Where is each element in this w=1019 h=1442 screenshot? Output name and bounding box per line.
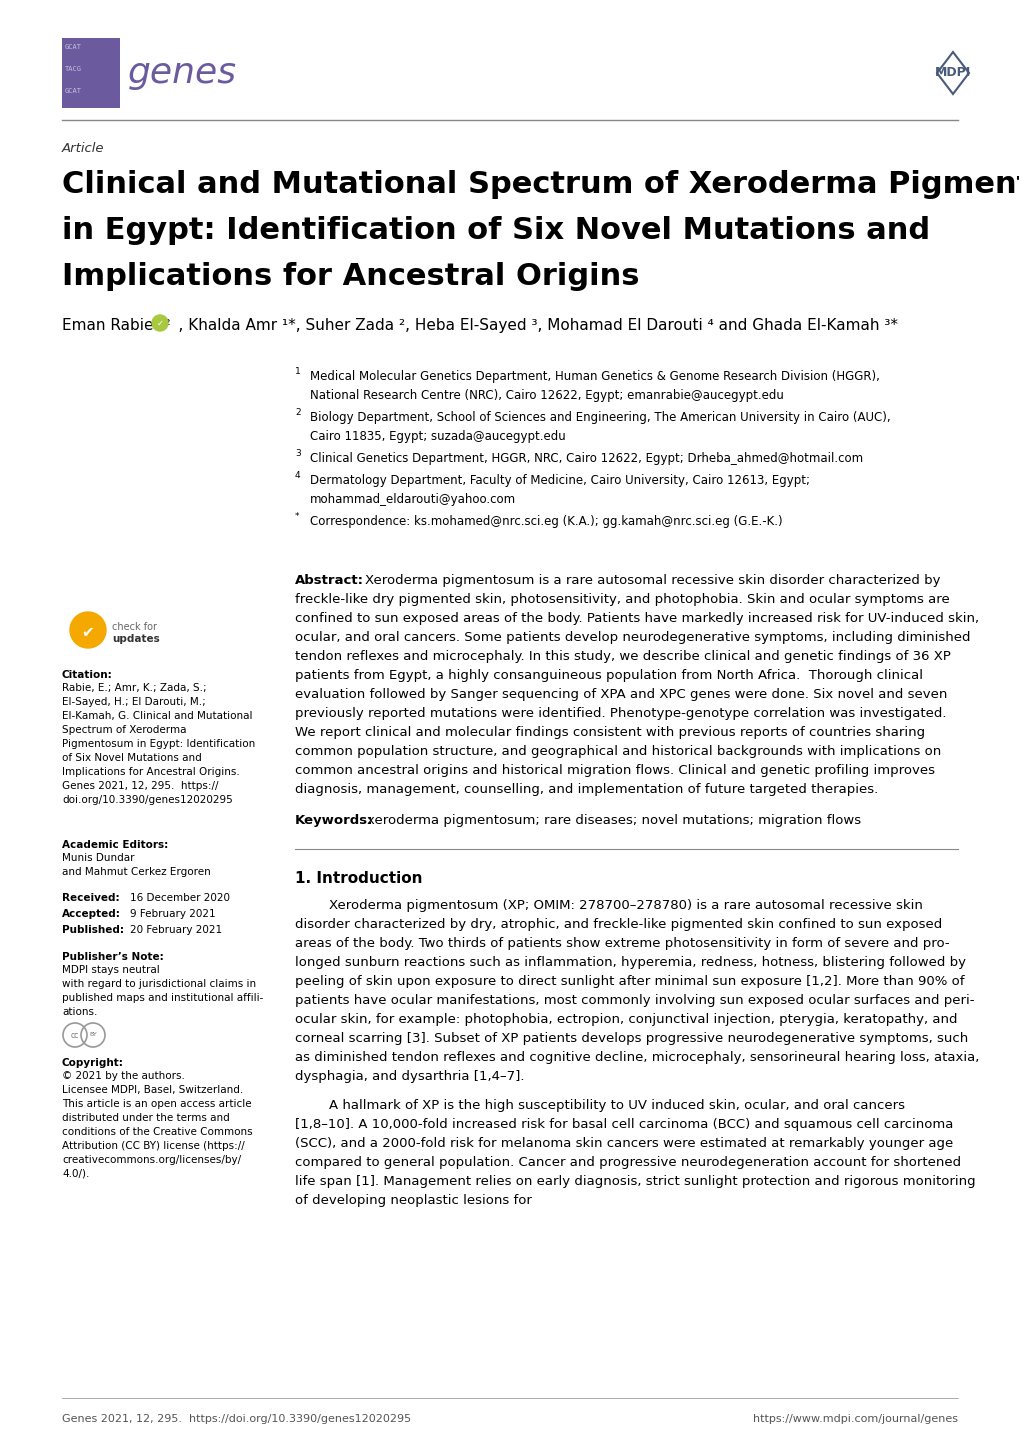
Text: MDPI stays neutral: MDPI stays neutral xyxy=(62,965,160,975)
Text: corneal scarring [3]. Subset of XP patients develops progressive neurodegenerati: corneal scarring [3]. Subset of XP patie… xyxy=(294,1032,967,1045)
Text: Keywords:: Keywords: xyxy=(294,813,373,828)
Text: GCAT: GCAT xyxy=(65,88,82,94)
Text: 1: 1 xyxy=(294,368,301,376)
Text: Genes 2021, 12, 295.  https://: Genes 2021, 12, 295. https:// xyxy=(62,782,218,792)
Text: longed sunburn reactions such as inflammation, hyperemia, redness, hotness, blis: longed sunburn reactions such as inflamm… xyxy=(294,956,965,969)
Text: previously reported mutations were identified. Phenotype-genotype correlation wa: previously reported mutations were ident… xyxy=(294,707,946,720)
Text: Article: Article xyxy=(62,141,104,154)
Text: Munis Dundar: Munis Dundar xyxy=(62,854,135,862)
Text: compared to general population. Cancer and progressive neurodegeneration account: compared to general population. Cancer a… xyxy=(294,1156,960,1169)
Text: © 2021 by the authors.: © 2021 by the authors. xyxy=(62,1071,184,1082)
Text: Dermatology Department, Faculty of Medicine, Cairo University, Cairo 12613, Egyp: Dermatology Department, Faculty of Medic… xyxy=(310,474,809,487)
Text: confined to sun exposed areas of the body. Patients have markedly increased risk: confined to sun exposed areas of the bod… xyxy=(294,611,978,624)
Text: 1. Introduction: 1. Introduction xyxy=(294,871,422,885)
Text: TACG: TACG xyxy=(65,66,82,72)
Text: diagnosis, management, counselling, and implementation of future targeted therap: diagnosis, management, counselling, and … xyxy=(294,783,877,796)
Text: Eman Rabie ¹²  , Khalda Amr ¹*, Suher Zada ², Heba El-Sayed ³, Mohamad El Darout: Eman Rabie ¹² , Khalda Amr ¹*, Suher Zad… xyxy=(62,319,897,333)
Text: as diminished tendon reflexes and cognitive decline, microcephaly, sensorineural: as diminished tendon reflexes and cognit… xyxy=(294,1051,978,1064)
Text: Spectrum of Xeroderma: Spectrum of Xeroderma xyxy=(62,725,186,735)
Text: El-Sayed, H.; El Darouti, M.;: El-Sayed, H.; El Darouti, M.; xyxy=(62,696,206,707)
Text: evaluation followed by Sanger sequencing of XPA and XPC genes were done. Six nov: evaluation followed by Sanger sequencing… xyxy=(294,688,947,701)
Text: Published:: Published: xyxy=(62,924,124,934)
Text: areas of the body. Two thirds of patients show extreme photosensitivity in form : areas of the body. Two thirds of patient… xyxy=(294,937,949,950)
Text: genes: genes xyxy=(127,56,236,89)
Text: Genes 2021, 12, 295.  https://doi.org/10.3390/genes12020295: Genes 2021, 12, 295. https://doi.org/10.… xyxy=(62,1415,411,1425)
Text: life span [1]. Management relies on early diagnosis, strict sunlight protection : life span [1]. Management relies on earl… xyxy=(294,1175,974,1188)
Text: Clinical Genetics Department, HGGR, NRC, Cairo 12622, Egypt; Drheba_ahmed@hotmai: Clinical Genetics Department, HGGR, NRC,… xyxy=(310,451,862,464)
Text: xeroderma pigmentosum; rare diseases; novel mutations; migration flows: xeroderma pigmentosum; rare diseases; no… xyxy=(367,813,860,828)
Text: Accepted:: Accepted: xyxy=(62,908,121,919)
Text: patients from Egypt, a highly consanguineous population from North Africa.  Thor: patients from Egypt, a highly consanguin… xyxy=(294,669,922,682)
Text: Attribution (CC BY) license (https://: Attribution (CC BY) license (https:// xyxy=(62,1141,245,1151)
Text: 16 December 2020: 16 December 2020 xyxy=(129,893,229,903)
Text: published maps and institutional affili-: published maps and institutional affili- xyxy=(62,994,263,1004)
Text: in Egypt: Identification of Six Novel Mutations and: in Egypt: Identification of Six Novel Mu… xyxy=(62,216,929,245)
Text: with regard to jurisdictional claims in: with regard to jurisdictional claims in xyxy=(62,979,256,989)
Text: Pigmentosum in Egypt: Identification: Pigmentosum in Egypt: Identification xyxy=(62,738,255,748)
Text: patients have ocular manifestations, most commonly involving sun exposed ocular : patients have ocular manifestations, mos… xyxy=(294,994,973,1007)
Text: dysphagia, and dysarthria [1,4–7].: dysphagia, and dysarthria [1,4–7]. xyxy=(294,1070,524,1083)
Text: 2: 2 xyxy=(294,408,301,417)
Text: Correspondence: ks.mohamed@nrc.sci.eg (K.A.); gg.kamah@nrc.sci.eg (G.E.-K.): Correspondence: ks.mohamed@nrc.sci.eg (K… xyxy=(310,515,782,528)
Text: tendon reflexes and microcephaly. In this study, we describe clinical and geneti: tendon reflexes and microcephaly. In thi… xyxy=(294,650,950,663)
Text: ations.: ations. xyxy=(62,1007,97,1017)
Text: 9 February 2021: 9 February 2021 xyxy=(129,908,215,919)
Text: (SCC), and a 2000-fold risk for melanoma skin cancers were estimated at remarkab: (SCC), and a 2000-fold risk for melanoma… xyxy=(294,1136,953,1151)
Text: Xeroderma pigmentosum is a rare autosomal recessive skin disorder characterized : Xeroderma pigmentosum is a rare autosoma… xyxy=(365,574,940,587)
Text: common population structure, and geographical and historical backgrounds with im: common population structure, and geograp… xyxy=(294,746,941,758)
Text: https://www.mdpi.com/journal/genes: https://www.mdpi.com/journal/genes xyxy=(752,1415,957,1425)
Text: of Six Novel Mutations and: of Six Novel Mutations and xyxy=(62,753,202,763)
Text: disorder characterized by dry, atrophic, and freckle-like pigmented skin confine: disorder characterized by dry, atrophic,… xyxy=(294,919,942,932)
Text: El-Kamah, G. Clinical and Mutational: El-Kamah, G. Clinical and Mutational xyxy=(62,711,253,721)
Text: Biology Department, School of Sciences and Engineering, The American University : Biology Department, School of Sciences a… xyxy=(310,411,890,424)
Text: Implications for Ancestral Origins.: Implications for Ancestral Origins. xyxy=(62,767,239,777)
Text: This article is an open access article: This article is an open access article xyxy=(62,1099,252,1109)
Text: ✔: ✔ xyxy=(82,624,95,639)
Text: Rabie, E.; Amr, K.; Zada, S.;: Rabie, E.; Amr, K.; Zada, S.; xyxy=(62,684,207,694)
Text: Citation:: Citation: xyxy=(62,671,113,681)
Text: BY: BY xyxy=(89,1032,97,1037)
Text: Received:: Received: xyxy=(62,893,119,903)
Text: mohammad_eldarouti@yahoo.com: mohammad_eldarouti@yahoo.com xyxy=(310,493,516,506)
Circle shape xyxy=(152,314,168,332)
Text: doi.org/10.3390/genes12020295: doi.org/10.3390/genes12020295 xyxy=(62,795,232,805)
Text: 20 February 2021: 20 February 2021 xyxy=(129,924,222,934)
Text: MDPI: MDPI xyxy=(934,66,970,79)
Text: Medical Molecular Genetics Department, Human Genetics & Genome Research Division: Medical Molecular Genetics Department, H… xyxy=(310,371,879,384)
Text: check for: check for xyxy=(112,622,157,632)
FancyBboxPatch shape xyxy=(62,37,120,108)
Text: Copyright:: Copyright: xyxy=(62,1058,123,1069)
Text: updates: updates xyxy=(112,634,160,645)
Text: A hallmark of XP is the high susceptibility to UV induced skin, ocular, and oral: A hallmark of XP is the high susceptibil… xyxy=(294,1099,904,1112)
Text: Clinical and Mutational Spectrum of Xeroderma Pigmentosum: Clinical and Mutational Spectrum of Xero… xyxy=(62,170,1019,199)
Text: ocular skin, for example: photophobia, ectropion, conjunctival injection, pteryg: ocular skin, for example: photophobia, e… xyxy=(294,1012,957,1027)
Text: distributed under the terms and: distributed under the terms and xyxy=(62,1113,229,1123)
Text: common ancestral origins and historical migration flows. Clinical and genetic pr: common ancestral origins and historical … xyxy=(294,764,934,777)
Text: Cairo 11835, Egypt; suzada@aucegypt.edu: Cairo 11835, Egypt; suzada@aucegypt.edu xyxy=(310,430,566,443)
Text: Publisher’s Note:: Publisher’s Note: xyxy=(62,952,164,962)
Text: GCAT: GCAT xyxy=(65,45,82,50)
Text: 4.0/).: 4.0/). xyxy=(62,1169,90,1180)
Text: creativecommons.org/licenses/by/: creativecommons.org/licenses/by/ xyxy=(62,1155,240,1165)
Text: [1,8–10]. A 10,000-fold increased risk for basal cell carcinoma (BCC) and squamo: [1,8–10]. A 10,000-fold increased risk f… xyxy=(294,1118,953,1131)
Text: Licensee MDPI, Basel, Switzerland.: Licensee MDPI, Basel, Switzerland. xyxy=(62,1084,243,1094)
Text: Academic Editors:: Academic Editors: xyxy=(62,841,168,849)
Text: 4: 4 xyxy=(294,472,301,480)
Text: freckle-like dry pigmented skin, photosensitivity, and photophobia. Skin and ocu: freckle-like dry pigmented skin, photose… xyxy=(294,593,949,606)
Text: ocular, and oral cancers. Some patients develop neurodegenerative symptoms, incl: ocular, and oral cancers. Some patients … xyxy=(294,632,969,645)
Text: peeling of skin upon exposure to direct sunlight after minimal sun exposure [1,2: peeling of skin upon exposure to direct … xyxy=(294,975,964,988)
Text: Xeroderma pigmentosum (XP; OMIM: 278700–278780) is a rare autosomal recessive sk: Xeroderma pigmentosum (XP; OMIM: 278700–… xyxy=(294,898,922,911)
Text: of developing neoplastic lesions for: of developing neoplastic lesions for xyxy=(294,1194,531,1207)
Text: cc: cc xyxy=(70,1031,79,1040)
Text: *: * xyxy=(294,512,300,521)
Text: National Research Centre (NRC), Cairo 12622, Egypt; emanrabie@aucegypt.edu: National Research Centre (NRC), Cairo 12… xyxy=(310,389,784,402)
Text: Abstract:: Abstract: xyxy=(294,574,364,587)
Text: conditions of the Creative Commons: conditions of the Creative Commons xyxy=(62,1128,253,1136)
Text: Implications for Ancestral Origins: Implications for Ancestral Origins xyxy=(62,262,639,291)
Text: ✓: ✓ xyxy=(156,319,163,327)
Text: 3: 3 xyxy=(294,448,301,459)
Text: We report clinical and molecular findings consistent with previous reports of co: We report clinical and molecular finding… xyxy=(294,725,924,738)
Text: and Mahmut Cerkez Ergoren: and Mahmut Cerkez Ergoren xyxy=(62,867,211,877)
Circle shape xyxy=(70,611,106,647)
